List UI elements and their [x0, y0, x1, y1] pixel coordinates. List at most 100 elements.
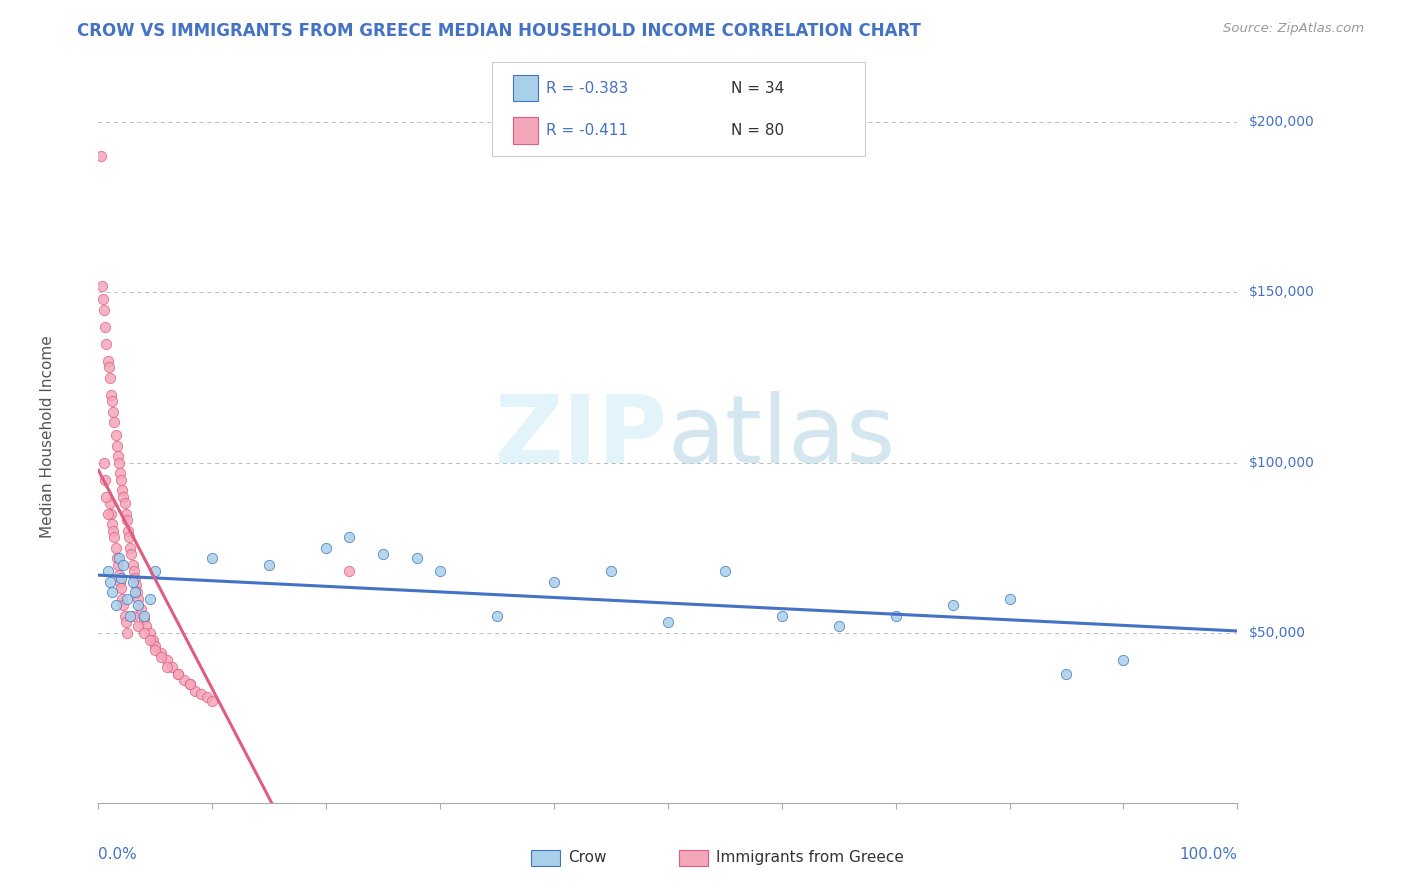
- Point: [162, 659, 184, 673]
- Point: [121, 558, 143, 572]
- Point: [201, 550, 224, 565]
- Point: [150, 646, 173, 660]
- Point: [429, 565, 451, 579]
- Point: [179, 677, 201, 691]
- Point: [406, 550, 429, 565]
- Point: [115, 591, 138, 606]
- Point: [108, 456, 131, 470]
- Point: [108, 574, 131, 589]
- Point: [138, 632, 160, 647]
- Text: Median Household Income: Median Household Income: [39, 335, 55, 539]
- Point: [104, 428, 127, 442]
- Point: [124, 571, 146, 585]
- Point: [714, 565, 737, 579]
- Text: Crow: Crow: [568, 850, 606, 865]
- Point: [167, 666, 190, 681]
- Point: [657, 615, 679, 630]
- Text: $100,000: $100,000: [1249, 456, 1315, 469]
- Point: [101, 394, 124, 409]
- Point: [145, 642, 167, 657]
- Point: [337, 531, 360, 545]
- Point: [121, 608, 143, 623]
- Point: [600, 565, 623, 579]
- Text: Source: ZipAtlas.com: Source: ZipAtlas.com: [1223, 22, 1364, 36]
- Point: [103, 524, 125, 538]
- Point: [371, 548, 394, 562]
- Point: [125, 578, 148, 592]
- Point: [138, 625, 160, 640]
- Point: [114, 507, 136, 521]
- Point: [315, 541, 337, 555]
- Point: [179, 677, 201, 691]
- Text: 100.0%: 100.0%: [1180, 847, 1237, 862]
- Text: Immigrants from Greece: Immigrants from Greece: [716, 850, 904, 865]
- Text: $50,000: $50,000: [1249, 625, 1305, 640]
- Point: [145, 640, 167, 654]
- Point: [96, 336, 118, 351]
- Point: [132, 612, 155, 626]
- Point: [110, 473, 132, 487]
- Point: [195, 690, 218, 705]
- Text: CROW VS IMMIGRANTS FROM GREECE MEDIAN HOUSEHOLD INCOME CORRELATION CHART: CROW VS IMMIGRANTS FROM GREECE MEDIAN HO…: [77, 22, 921, 40]
- Point: [96, 353, 118, 368]
- Point: [96, 565, 118, 579]
- Point: [120, 548, 142, 562]
- Point: [1056, 666, 1078, 681]
- Point: [184, 683, 207, 698]
- Point: [96, 507, 118, 521]
- Point: [486, 608, 509, 623]
- Point: [167, 666, 190, 681]
- Point: [111, 591, 134, 606]
- Text: R = -0.383: R = -0.383: [546, 80, 627, 95]
- Point: [107, 449, 129, 463]
- Point: [107, 558, 129, 572]
- Point: [98, 574, 121, 589]
- Point: [90, 149, 112, 163]
- Point: [115, 625, 138, 640]
- Point: [132, 625, 155, 640]
- Point: [110, 571, 132, 585]
- Point: [94, 473, 117, 487]
- Point: [132, 608, 155, 623]
- Point: [108, 567, 131, 582]
- Point: [93, 456, 115, 470]
- Point: [108, 550, 131, 565]
- Text: atlas: atlas: [668, 391, 896, 483]
- Point: [156, 659, 179, 673]
- Point: [100, 387, 122, 401]
- Point: [98, 496, 121, 510]
- Point: [150, 649, 173, 664]
- Point: [942, 599, 965, 613]
- Point: [127, 619, 149, 633]
- Bar: [531, 849, 560, 866]
- Text: ZIP: ZIP: [495, 391, 668, 483]
- Point: [96, 490, 118, 504]
- Point: [124, 585, 146, 599]
- Point: [105, 439, 128, 453]
- Point: [94, 319, 117, 334]
- Point: [112, 599, 135, 613]
- Point: [104, 541, 127, 555]
- Point: [135, 619, 157, 633]
- Point: [145, 565, 167, 579]
- Point: [142, 632, 165, 647]
- Text: $150,000: $150,000: [1249, 285, 1315, 300]
- Point: [103, 531, 125, 545]
- Point: [337, 565, 360, 579]
- Point: [156, 653, 179, 667]
- Point: [173, 673, 195, 688]
- Point: [259, 558, 281, 572]
- Point: [110, 582, 132, 596]
- Text: N = 34: N = 34: [731, 80, 785, 95]
- Point: [998, 591, 1021, 606]
- Point: [93, 302, 115, 317]
- Text: 0.0%: 0.0%: [98, 847, 138, 862]
- Point: [118, 531, 141, 545]
- Point: [190, 687, 212, 701]
- Point: [98, 370, 121, 384]
- Point: [97, 360, 120, 375]
- Point: [101, 585, 124, 599]
- Point: [120, 608, 142, 623]
- Point: [884, 608, 907, 623]
- Point: [104, 599, 127, 613]
